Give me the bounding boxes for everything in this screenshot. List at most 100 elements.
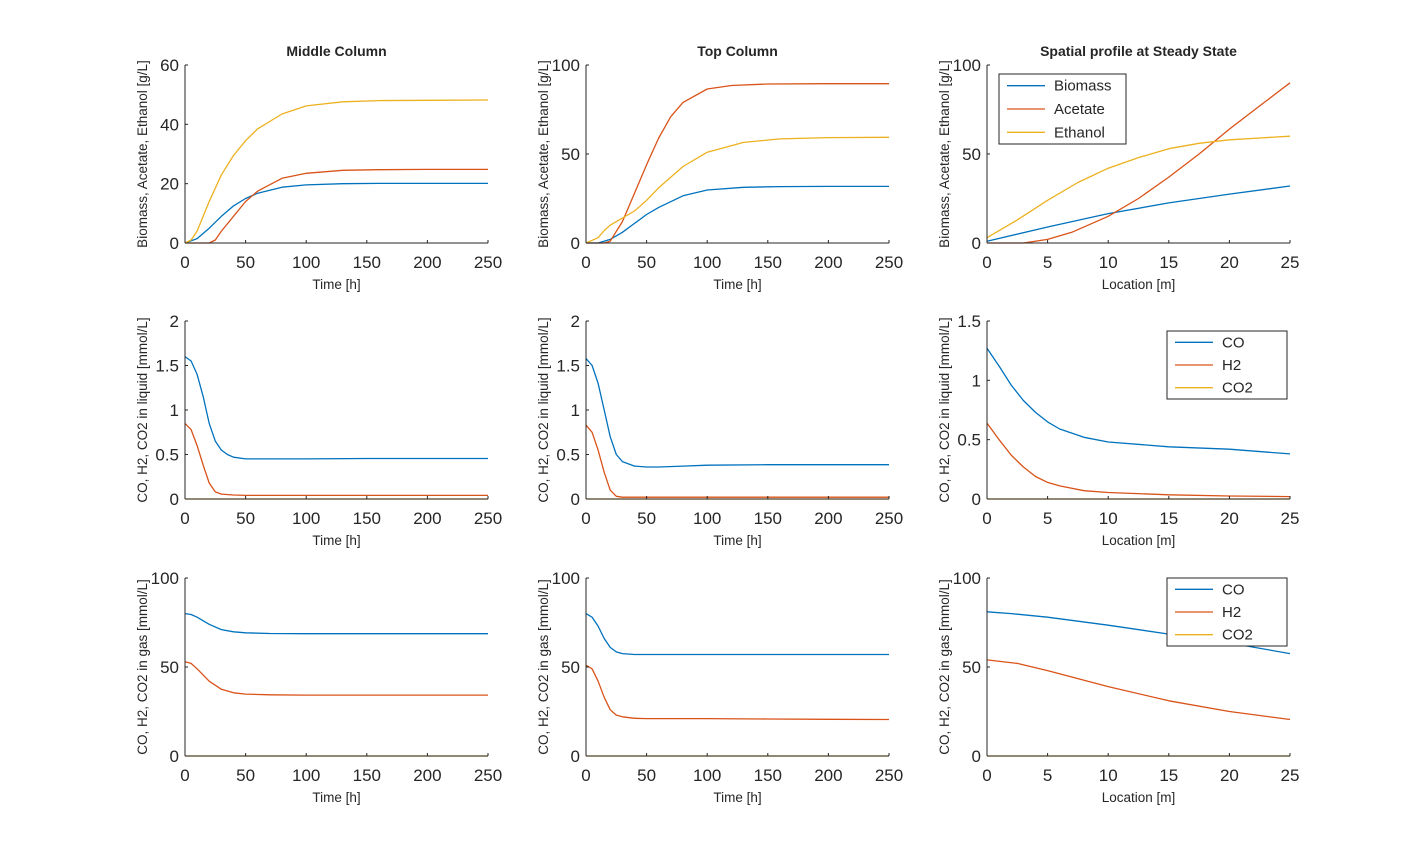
legend-label-co2: CO2 <box>1222 380 1253 397</box>
x-tick-label: 0 <box>982 766 991 785</box>
y-axis-label: CO, H2, CO2 in gas [mmol/L] <box>937 579 952 755</box>
x-tick-label: 20 <box>1220 509 1239 528</box>
x-tick-label: 100 <box>693 253 721 272</box>
y-tick-label: 50 <box>962 145 981 164</box>
x-tick-label: 250 <box>875 766 903 785</box>
x-tick-label: 200 <box>814 766 842 785</box>
series-line-blue <box>585 613 889 656</box>
chart-title: Top Column <box>697 43 778 59</box>
x-tick-label: 50 <box>236 509 255 528</box>
y-axis-label: Biomass, Acetate, Ethanol [g/L] <box>536 60 551 248</box>
y-tick-label: 0 <box>170 490 179 509</box>
x-tick-label: 5 <box>1043 509 1052 528</box>
y-tick-label: 50 <box>561 658 580 677</box>
x-tick-label: 200 <box>814 509 842 528</box>
series-line-h2 <box>986 422 1291 498</box>
series-line-blue <box>184 612 488 635</box>
series-line-orange <box>185 168 488 244</box>
y-tick-label: 1.5 <box>957 312 981 331</box>
x-tick-label: 100 <box>292 509 320 528</box>
x-tick-label: 100 <box>292 766 320 785</box>
y-tick-label: 100 <box>953 569 981 588</box>
x-tick-label: 250 <box>474 509 502 528</box>
series-line-h2 <box>986 659 1291 721</box>
y-tick-label: 0.5 <box>957 431 981 450</box>
x-tick-label: 250 <box>875 253 903 272</box>
x-tick-label: 10 <box>1099 253 1118 272</box>
x-tick-label: 150 <box>754 509 782 528</box>
x-tick-label: 250 <box>474 253 502 272</box>
y-tick-label: 0 <box>170 747 179 766</box>
subplot-7: 0 50 100 150 200 250 0 50 100 Time [h] CO, H2, CO2… <box>135 569 502 805</box>
series-line-blue <box>184 182 488 244</box>
y-tick-label: 0.5 <box>556 446 580 465</box>
subplot-2: 0 50 100 150 200 250 0 50 100 Time [h] Biomass, Ac… <box>536 43 903 292</box>
x-tick-label: 15 <box>1159 509 1178 528</box>
y-tick-label: 0 <box>972 234 981 253</box>
series-line-co <box>986 347 1291 455</box>
legend-label-acetate: Acetate <box>1054 101 1105 118</box>
legend: CO H2 CO2 <box>1166 577 1288 647</box>
y-axis-label: Biomass, Acetate, Ethanol [g/L] <box>937 60 952 248</box>
series-line-blue <box>586 185 889 244</box>
subplot-1: 0 50 100 150 200 250 0 20 40 60 Time [h] Biomass, A… <box>135 43 502 292</box>
x-tick-label: 250 <box>474 766 502 785</box>
y-tick-label: 1 <box>972 371 981 390</box>
x-tick-label: 10 <box>1099 509 1118 528</box>
y-tick-label: 1.5 <box>556 357 580 376</box>
series-line-orange <box>585 424 889 498</box>
legend-label-ethanol: Ethanol <box>1054 124 1105 141</box>
y-tick-label: 2 <box>571 312 580 331</box>
legend-label-co2: CO2 <box>1222 627 1253 644</box>
x-tick-label: 50 <box>637 509 656 528</box>
x-tick-label: 0 <box>180 509 189 528</box>
x-tick-label: 15 <box>1159 766 1178 785</box>
x-tick-label: 200 <box>413 509 441 528</box>
x-tick-label: 200 <box>413 766 441 785</box>
x-tick-label: 0 <box>581 253 590 272</box>
legend-label-h2: H2 <box>1222 357 1241 374</box>
y-tick-label: 1.5 <box>155 357 179 376</box>
series-line-ethanol <box>986 135 1291 239</box>
x-tick-label: 10 <box>1099 766 1118 785</box>
y-tick-label: 2 <box>170 312 179 331</box>
x-axis-label: Time [h] <box>312 277 360 292</box>
series-line-blue <box>184 356 488 460</box>
y-tick-label: 0.5 <box>155 446 179 465</box>
x-tick-label: 200 <box>413 253 441 272</box>
subplot-3: 0 5 10 15 20 25 0 50 100 Location [m] Biomass, Ace… <box>937 43 1299 292</box>
y-axis-label: Biomass, Acetate, Ethanol [g/L] <box>135 60 150 248</box>
x-tick-label: 15 <box>1159 253 1178 272</box>
legend-label-biomass: Biomass <box>1054 78 1112 95</box>
y-tick-label: 20 <box>160 175 179 194</box>
y-tick-label: 40 <box>160 115 179 134</box>
x-tick-label: 150 <box>754 253 782 272</box>
x-tick-label: 100 <box>693 766 721 785</box>
x-axis-label: Time [h] <box>312 790 360 805</box>
chart-title: Spatial profile at Steady State <box>1040 43 1237 59</box>
y-tick-label: 0 <box>571 490 580 509</box>
series-line-orange <box>586 83 889 244</box>
legend: CO H2 CO2 <box>1166 330 1288 400</box>
x-tick-label: 0 <box>581 766 590 785</box>
x-tick-label: 0 <box>581 509 590 528</box>
x-axis-label: Time [h] <box>713 790 761 805</box>
x-tick-label: 0 <box>982 509 991 528</box>
y-axis-label: CO, H2, CO2 in gas [mmol/L] <box>135 579 150 755</box>
y-tick-label: 0 <box>571 234 580 253</box>
y-tick-label: 0 <box>972 747 981 766</box>
x-tick-label: 100 <box>693 509 721 528</box>
series-line-biomass <box>986 185 1291 242</box>
chart-title: Middle Column <box>286 43 386 59</box>
series-line-blue <box>585 357 889 468</box>
series-line-acetate <box>987 82 1291 244</box>
x-tick-label: 150 <box>353 509 381 528</box>
x-tick-label: 50 <box>236 253 255 272</box>
series-line-yellow <box>585 136 890 244</box>
x-tick-label: 25 <box>1281 509 1300 528</box>
legend-label-co: CO <box>1222 334 1245 351</box>
y-axis-label: CO, H2, CO2 in liquid [mmol/L] <box>135 317 150 502</box>
x-axis-label: Location [m] <box>1102 277 1176 292</box>
y-tick-label: 50 <box>561 145 580 164</box>
